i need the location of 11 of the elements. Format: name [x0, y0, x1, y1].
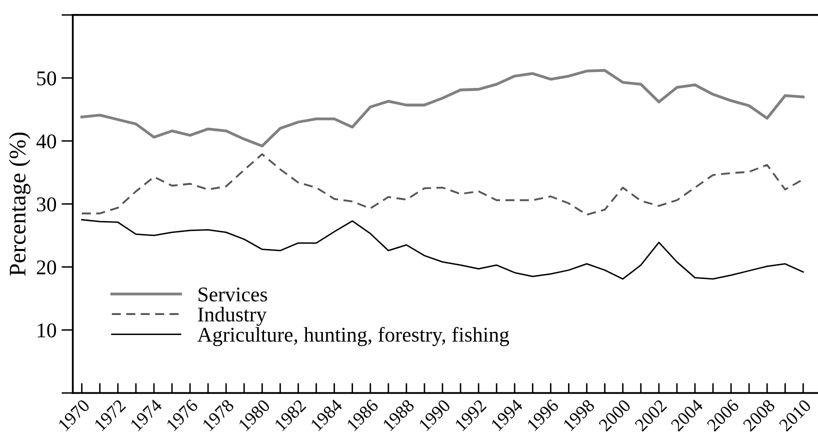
line-series	[81, 219, 804, 280]
legend-label: Services	[198, 288, 268, 302]
y-tick-label: 20	[36, 260, 56, 274]
y-tick-label: 30	[36, 197, 56, 212]
y-tick-label: 10	[38, 323, 56, 338]
line-series	[80, 69, 805, 148]
y-axis-title: Percentage (%)	[8, 132, 30, 276]
legend-label: Agriculture, hunting, forestry, fishing	[197, 326, 510, 346]
y-tick-label: 40	[36, 134, 56, 148]
legend-label: Industry	[198, 306, 267, 326]
y-tick-label: 50	[37, 71, 56, 86]
